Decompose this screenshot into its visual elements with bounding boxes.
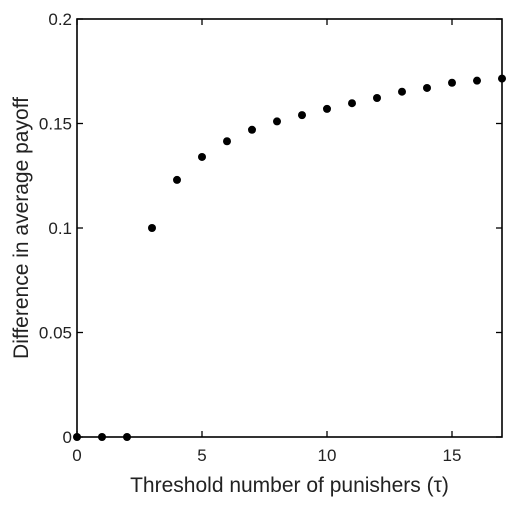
data-point: [73, 433, 81, 441]
data-point: [348, 99, 356, 108]
plot-frame: [76, 18, 503, 438]
data-point: [148, 224, 156, 232]
data-point: [98, 433, 106, 441]
x-tick-label: 0: [72, 446, 81, 465]
data-point: [473, 76, 481, 85]
x-tick-label: 15: [443, 446, 462, 465]
y-axis-label: Difference in average payoff: [10, 97, 33, 359]
data-point: [123, 433, 131, 441]
data-point: [323, 104, 331, 113]
y-tick-label: 0.05: [39, 324, 72, 343]
data-point: [198, 152, 206, 161]
data-point: [298, 111, 306, 120]
data-point: [273, 117, 281, 126]
axes: [76, 18, 503, 438]
data-point: [248, 125, 256, 134]
data-point: [373, 94, 381, 103]
y-tick-label: 0.15: [39, 115, 72, 134]
data-points: [73, 74, 506, 441]
x-tick-label: 10: [318, 446, 337, 465]
y-tick-label: 0.2: [48, 10, 72, 29]
x-tick-label: 5: [197, 446, 206, 465]
data-point: [423, 83, 431, 92]
y-tick-label: 0.1: [48, 219, 72, 238]
data-point: [498, 74, 506, 83]
data-point: [398, 87, 406, 96]
x-axis-label: Threshold number of punishers (τ): [130, 474, 449, 497]
data-point: [448, 78, 456, 87]
data-point: [173, 175, 181, 184]
data-point: [223, 137, 231, 146]
y-axis-ticks: 0 0.05 0.1 0.15 0.2: [39, 10, 502, 447]
x-axis-ticks: 0 5 10 15: [72, 19, 461, 465]
y-tick-label: 0: [63, 428, 72, 447]
